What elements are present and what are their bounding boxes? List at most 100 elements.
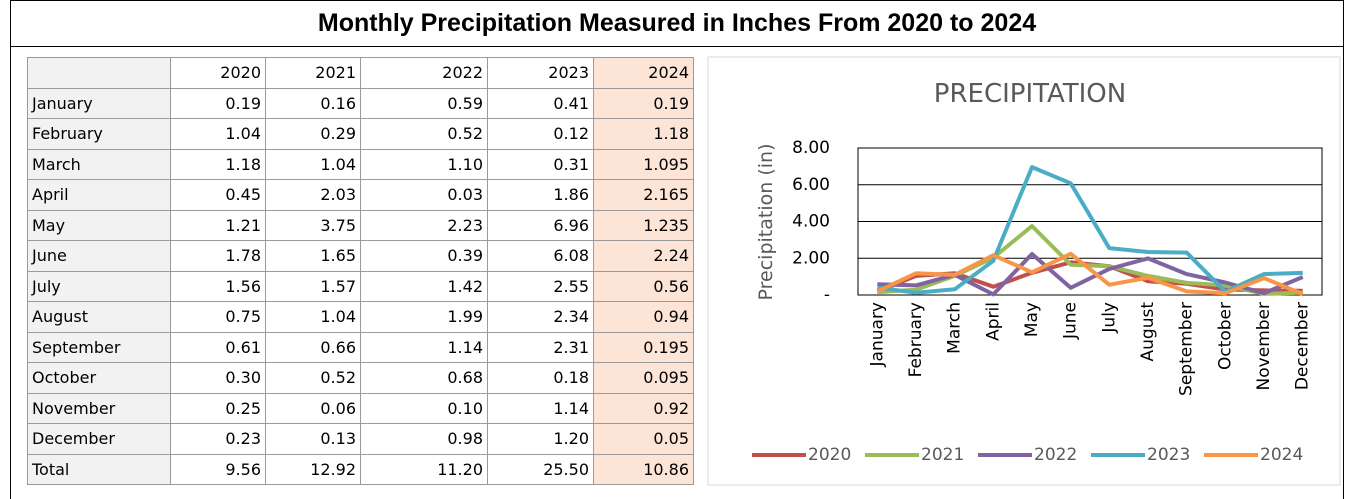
table-cell: 2.34 xyxy=(487,301,594,333)
table-cell: 0.19 xyxy=(593,87,694,119)
table-cell: 0.12 xyxy=(487,118,594,150)
row-label: May xyxy=(27,209,171,241)
table-cell: 0.45 xyxy=(170,179,266,211)
y-tick-label: 2.00 xyxy=(792,248,830,268)
legend-label: 2021 xyxy=(921,445,964,465)
table-cell: 0.06 xyxy=(265,392,361,424)
y-tick-label: - xyxy=(824,285,830,305)
y-tick-label: 4.00 xyxy=(792,212,830,232)
table-cell: 1.65 xyxy=(265,240,361,272)
table-cell: 9.56 xyxy=(170,453,266,485)
table-cell: 1.14 xyxy=(487,392,594,424)
table-cell: 1.095 xyxy=(593,148,694,180)
table-cell: 0.59 xyxy=(360,87,488,119)
table-cell: 12.92 xyxy=(265,453,361,485)
table-row: February 1.04 0.29 0.52 0.12 1.18 xyxy=(27,118,694,150)
table-cell: 2.165 xyxy=(593,179,694,211)
data-table: 2020 2021 2022 2023 2024 January 0.19 0.16 0.59 0… xyxy=(27,57,694,485)
table-cell: 0.25 xyxy=(170,392,266,424)
table-row: Total 9.56 12.92 11.20 25.50 10.86 xyxy=(27,453,694,485)
table-cell: 0.61 xyxy=(170,331,266,363)
table-row: May 1.21 3.75 2.23 6.96 1.235 xyxy=(27,209,694,241)
table-cell: 25.50 xyxy=(487,453,594,485)
table-cell: 0.94 xyxy=(593,301,694,333)
table-cell: 0.095 xyxy=(593,362,694,394)
table-row: March 1.18 1.04 1.10 0.31 1.095 xyxy=(27,148,694,180)
x-tick-label: January xyxy=(867,302,887,367)
row-label: April xyxy=(27,179,171,211)
table-row: June 1.78 1.65 0.39 6.08 2.24 xyxy=(27,240,694,272)
table-cell: 2.24 xyxy=(593,240,694,272)
x-tick-label: February xyxy=(906,302,926,377)
table-row: September 0.61 0.66 1.14 2.31 0.195 xyxy=(27,331,694,363)
table-cell: 0.05 xyxy=(593,423,694,455)
legend-label: 2022 xyxy=(1034,445,1077,465)
header-cell: 2023 xyxy=(487,57,594,89)
row-label: June xyxy=(27,240,171,272)
legend-label: 2020 xyxy=(808,445,851,465)
table-cell: 0.41 xyxy=(487,87,594,119)
row-label: October xyxy=(27,362,171,394)
x-tick-label: March xyxy=(945,302,965,354)
chart-frame xyxy=(707,56,1341,486)
table-cell: 1.20 xyxy=(487,423,594,455)
table-row: November 0.25 0.06 0.10 1.14 0.92 xyxy=(27,392,694,424)
row-label: September xyxy=(27,331,171,363)
header-row: 2020 2021 2022 2023 2024 xyxy=(27,57,694,89)
y-axis-label: Precipitation (in) xyxy=(755,144,777,301)
legend-label: 2024 xyxy=(1260,445,1303,465)
table-cell: 0.195 xyxy=(593,331,694,363)
chart-title: PRECIPITATION xyxy=(934,79,1126,109)
table-cell: 0.10 xyxy=(360,392,488,424)
table-cell: 1.235 xyxy=(593,209,694,241)
table-cell: 1.56 xyxy=(170,270,266,302)
row-label: February xyxy=(27,118,171,150)
table-cell: 0.18 xyxy=(487,362,594,394)
x-tick-label: September xyxy=(1177,302,1197,396)
table-cell: 11.20 xyxy=(360,453,488,485)
table-cell: 0.66 xyxy=(265,331,361,363)
row-label: January xyxy=(27,87,171,119)
table-cell: 0.92 xyxy=(593,392,694,424)
table-row: April 0.45 2.03 0.03 1.86 2.165 xyxy=(27,179,694,211)
table-cell: 10.86 xyxy=(593,453,694,485)
table-cell: 0.19 xyxy=(170,87,266,119)
table-cell: 0.39 xyxy=(360,240,488,272)
table-cell: 1.99 xyxy=(360,301,488,333)
row-label: July xyxy=(27,270,171,302)
header-cell: 2022 xyxy=(360,57,488,89)
table-cell: 2.55 xyxy=(487,270,594,302)
row-label: December xyxy=(27,423,171,455)
table-cell: 1.10 xyxy=(360,148,488,180)
plot-border xyxy=(857,147,1323,296)
row-label: November xyxy=(27,392,171,424)
x-tick-label: May xyxy=(1022,302,1042,337)
table-cell: 1.21 xyxy=(170,209,266,241)
x-tick-label: August xyxy=(1138,302,1158,362)
table-cell: 0.98 xyxy=(360,423,488,455)
page-title: Monthly Precipitation Measured in Inches… xyxy=(10,0,1344,47)
x-tick-label: November xyxy=(1254,302,1274,390)
header-cell: 2021 xyxy=(265,57,361,89)
table-cell: 0.56 xyxy=(593,270,694,302)
x-tick-label: July xyxy=(1099,302,1119,334)
table-row: December 0.23 0.13 0.98 1.20 0.05 xyxy=(27,423,694,455)
row-label: Total xyxy=(27,453,171,485)
table-cell: 0.52 xyxy=(265,362,361,394)
table-cell: 0.29 xyxy=(265,118,361,150)
x-tick-label: June xyxy=(1061,302,1081,340)
table-cell: 2.23 xyxy=(360,209,488,241)
table-row: October 0.30 0.52 0.68 0.18 0.095 xyxy=(27,362,694,394)
legend-label: 2023 xyxy=(1147,445,1190,465)
table-cell: 0.31 xyxy=(487,148,594,180)
x-tick-label: December xyxy=(1293,302,1313,390)
x-tick-label: April xyxy=(983,302,1003,341)
corner-cell xyxy=(27,57,171,89)
frame xyxy=(10,0,1344,499)
header-cell: 2020 xyxy=(170,57,266,89)
series-line xyxy=(876,251,1304,296)
x-tick-label: October xyxy=(1215,302,1235,370)
table-cell: 0.23 xyxy=(170,423,266,455)
